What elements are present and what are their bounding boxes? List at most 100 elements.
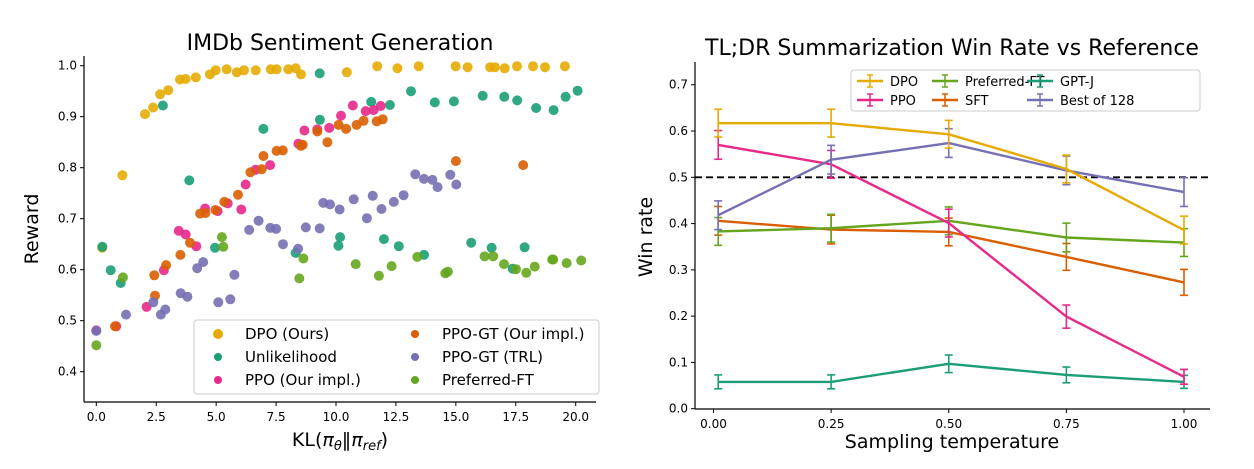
y-tick-label: 0.4 (669, 217, 688, 231)
point-ppo-our-impl (375, 101, 386, 111)
imdb-legend: DPO (Ours) Unlikelihood PPO (Our impl.) PPO… (193, 319, 600, 395)
series-gpt-j (714, 354, 1188, 390)
point-ppo-gt-our-impl (161, 260, 172, 271)
point-ppo-gt-trl (229, 269, 240, 280)
point-dpo-ours (271, 64, 282, 75)
errorbar-dpo (827, 108, 836, 138)
errorbar-ppo (944, 208, 953, 238)
point-ppo-gt-trl (213, 297, 224, 308)
legend-marker (213, 329, 223, 339)
point-dpo-ours (117, 170, 128, 181)
tldr-legend: DPO PPO Preferred-FT SFT GPT-J Best of 128 (850, 69, 1201, 112)
series-dpo (714, 108, 1188, 245)
point-dpo-ours (528, 61, 538, 72)
point-unlikelihood (314, 68, 325, 79)
line-best-of-128 (717, 141, 1185, 217)
series-unlikelihood (97, 68, 583, 288)
point-ppo-gt-our-impl (219, 196, 230, 207)
point-preferred-ft (521, 267, 532, 278)
imdb-legend-frame (193, 319, 600, 395)
tldr-y-ticks: 0.0 0.1 0.2 0.3 0.4 0.5 0.6 0.7 (669, 78, 695, 416)
x-tick-label: 7.5 (267, 410, 286, 424)
point-ppo-gt-trl (182, 291, 193, 302)
point-ppo-gt-trl (121, 309, 131, 320)
legend-marker (411, 353, 419, 361)
point-ppo-gt-trl (361, 213, 372, 224)
legend-item-dpo: DPO (857, 74, 918, 90)
x-tick-label: 0.00 (700, 417, 727, 431)
y-tick-label: 0.5 (58, 314, 77, 328)
point-dpo-ours (392, 63, 403, 74)
errorbar-ppo (1062, 304, 1071, 329)
errorbar-dpo (944, 119, 953, 149)
x-tick-label: 0.75 (1053, 417, 1080, 431)
point-ppo-gt-trl (388, 196, 399, 207)
point-ppo-gt-trl (427, 174, 438, 185)
point-preferred-ft (479, 251, 490, 262)
point-unlikelihood (486, 242, 497, 253)
point-ppo-gt-our-impl (377, 114, 388, 125)
legend-label: Best of 128 (1060, 94, 1134, 109)
point-unlikelihood (429, 97, 440, 108)
point-ppo-our-impl (360, 106, 371, 117)
point-ppo-gt-trl (325, 199, 335, 210)
errorbar-sft (1180, 268, 1188, 297)
point-dpo-ours (210, 65, 221, 76)
x-tick-label: 0.50 (935, 417, 962, 431)
point-dpo-ours (462, 62, 473, 73)
point-ppo-gt-trl (225, 294, 236, 305)
svg-text:KL(πθ‖πref): KL(πθ‖πref) (292, 429, 388, 454)
y-tick-label: 0.7 (669, 78, 688, 92)
legend-item-ppo-our-impl: PPO (Our impl.) (214, 371, 361, 389)
legend-item-unlikelihood: Unlikelihood (214, 348, 337, 366)
point-ppo-our-impl (299, 125, 310, 136)
y-tick-label: 0.8 (58, 161, 77, 175)
errorbar-dpo (1180, 215, 1188, 245)
point-ppo-gt-our-impl (245, 167, 256, 178)
tldr-line-chart: TL;DR Summarization Win Rate vs Referenc… (635, 36, 1210, 453)
legend-label: PPO-GT (Our impl.) (442, 325, 585, 343)
point-ppo-gt-our-impl (200, 208, 211, 219)
point-dpo-ours (148, 102, 159, 113)
legend-item-dpo-ours: DPO (Ours) (213, 325, 329, 343)
point-unlikelihood (184, 175, 195, 186)
point-preferred-ft (298, 253, 309, 264)
point-ppo-gt-trl (314, 223, 325, 234)
point-unlikelihood (548, 105, 559, 116)
x-tick-label: 5.0 (207, 410, 226, 424)
legend-marker (411, 376, 419, 384)
point-unlikelihood (366, 96, 377, 107)
point-unlikelihood (560, 91, 571, 102)
point-unlikelihood (314, 114, 325, 125)
legend-item-ppo: PPO (857, 93, 916, 109)
point-ppo-gt-our-impl (297, 139, 308, 150)
point-ppo-our-impl (236, 204, 247, 215)
point-dpo-ours (499, 63, 510, 74)
point-dpo-ours (489, 62, 500, 73)
point-dpo-ours (239, 65, 249, 76)
point-ppo-gt-trl (410, 169, 421, 180)
legend-marker (411, 330, 419, 338)
point-preferred-ft (499, 259, 509, 270)
point-preferred-ft (442, 266, 453, 277)
legend-label: Preferred-FT (965, 75, 1045, 90)
point-ppo-gt-trl (334, 204, 345, 215)
point-ppo-gt-trl (419, 173, 429, 184)
point-ppo-gt-our-impl (175, 249, 186, 260)
point-ppo-gt-our-impl (277, 145, 288, 156)
point-ppo-our-impl (180, 229, 191, 240)
point-ppo-gt-trl (278, 239, 288, 250)
point-ppo-our-impl (336, 110, 346, 121)
legend-item-ppo-gt-trl: PPO-GT (TRL) (411, 348, 543, 366)
y-tick-label: 0.0 (669, 402, 688, 416)
errorbar-gpt-j (714, 374, 723, 390)
legend-label: PPO (890, 94, 916, 109)
point-dpo-ours (512, 61, 522, 72)
point-unlikelihood (572, 85, 583, 96)
errorbar-gpt-j (1062, 366, 1071, 384)
point-preferred-ft (488, 251, 499, 262)
legend-label: GPT-J (1060, 75, 1094, 90)
point-preferred-ft (294, 273, 305, 284)
imdb-axes (83, 56, 596, 403)
